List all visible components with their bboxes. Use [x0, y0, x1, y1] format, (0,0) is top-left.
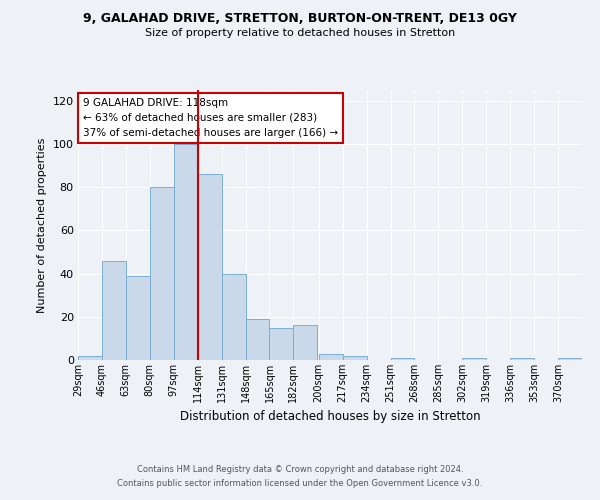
Bar — [391, 358, 415, 360]
Bar — [102, 260, 126, 360]
Bar — [343, 356, 367, 360]
Text: Size of property relative to detached houses in Stretton: Size of property relative to detached ho… — [145, 28, 455, 38]
Text: 9 GALAHAD DRIVE: 118sqm
← 63% of detached houses are smaller (283)
37% of semi-d: 9 GALAHAD DRIVE: 118sqm ← 63% of detache… — [83, 98, 338, 138]
X-axis label: Distribution of detached houses by size in Stretton: Distribution of detached houses by size … — [179, 410, 481, 424]
Bar — [463, 358, 486, 360]
Bar — [197, 174, 221, 360]
Text: 9, GALAHAD DRIVE, STRETTON, BURTON-ON-TRENT, DE13 0GY: 9, GALAHAD DRIVE, STRETTON, BURTON-ON-TR… — [83, 12, 517, 26]
Bar — [245, 319, 269, 360]
Bar — [319, 354, 343, 360]
Bar — [269, 328, 293, 360]
Bar — [293, 326, 317, 360]
Bar — [150, 187, 174, 360]
Text: Contains HM Land Registry data © Crown copyright and database right 2024.
Contai: Contains HM Land Registry data © Crown c… — [118, 466, 482, 487]
Bar — [510, 358, 534, 360]
Bar — [558, 358, 582, 360]
Y-axis label: Number of detached properties: Number of detached properties — [37, 138, 47, 312]
Bar — [174, 144, 197, 360]
Bar — [78, 356, 102, 360]
Bar — [221, 274, 245, 360]
Bar — [126, 276, 150, 360]
